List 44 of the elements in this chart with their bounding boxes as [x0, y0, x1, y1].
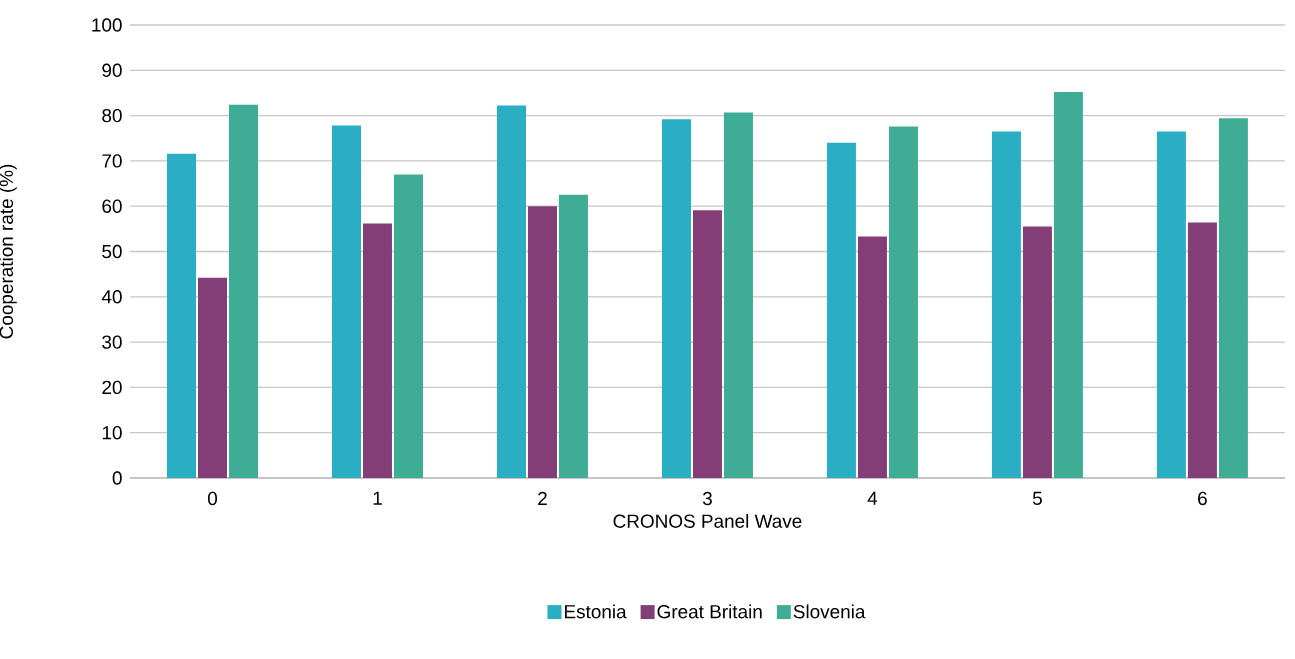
bar — [857, 236, 887, 478]
bar — [167, 153, 197, 478]
legend-label: Great Britain — [657, 604, 762, 619]
bar — [198, 277, 227, 478]
bar — [332, 125, 361, 478]
bar — [558, 194, 588, 478]
bar — [1053, 92, 1083, 478]
y-tick-label: 70 — [102, 154, 122, 168]
y-tick-label: 20 — [102, 380, 122, 395]
legend-label: Estonia — [565, 604, 627, 619]
bar — [393, 174, 423, 478]
legend-label: Slovenia — [793, 604, 866, 619]
y-tick-label: 40 — [101, 290, 122, 304]
y-tick-label: 60 — [102, 199, 122, 213]
bar — [826, 142, 856, 478]
x-tick-label: 1 — [373, 491, 382, 505]
x-tick-label: 0 — [207, 491, 218, 506]
y-tick-label: 50 — [102, 244, 122, 259]
y-tick-label: 100 — [92, 18, 122, 32]
bar — [1187, 222, 1217, 478]
x-tick-label: 3 — [702, 491, 712, 506]
x-tick-label: 4 — [867, 491, 878, 505]
bar — [496, 105, 526, 478]
bar — [1156, 131, 1186, 478]
bar — [991, 131, 1021, 478]
x-axis-title: CRONOS Panel Wave — [613, 514, 802, 528]
y-tick-label: 0 — [112, 471, 122, 485]
x-tick-label: 2 — [538, 491, 547, 505]
y-tick-label: 30 — [102, 335, 122, 349]
bar — [1218, 118, 1248, 478]
y-tick-label: 80 — [102, 108, 122, 123]
bar — [228, 104, 258, 478]
y-tick-label: 10 — [102, 425, 122, 440]
y-tick-label: 90 — [102, 63, 122, 77]
bar — [527, 206, 557, 478]
bar — [723, 112, 753, 478]
x-tick-label: 6 — [1198, 491, 1207, 506]
bar — [888, 126, 918, 478]
bar — [362, 223, 392, 478]
bar — [1022, 226, 1052, 478]
bar — [661, 119, 691, 478]
x-tick-label: 5 — [1032, 491, 1042, 505]
y-axis-title: Cooperation rate (%) — [0, 164, 17, 339]
bar — [692, 210, 722, 478]
